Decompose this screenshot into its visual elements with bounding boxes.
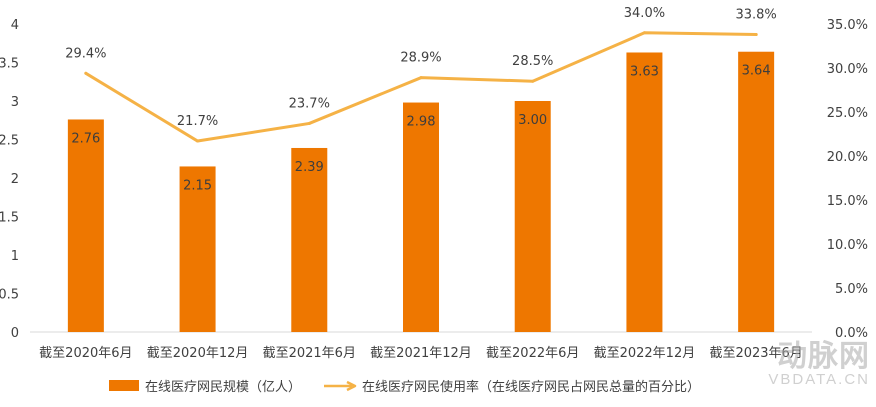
line-data-labels: 29.4% 21.7% 23.7% 28.9% 28.5% 34.0% 33.8% <box>65 6 777 129</box>
left-axis-tick-label: 4 <box>11 18 19 33</box>
bar-data-label: 2.98 <box>407 115 436 130</box>
left-axis-tick-label: 3.5 <box>0 57 19 72</box>
bar <box>179 166 216 332</box>
x-axis-tick-label: 截至2023年6月 <box>709 346 802 361</box>
line-series <box>84 31 758 143</box>
right-axis-tick-label: 35.0% <box>827 18 868 33</box>
line-data-label: 33.8% <box>735 8 776 23</box>
x-axis-tick-label: 截至2020年6月 <box>39 346 132 361</box>
bar <box>67 119 104 332</box>
bar-data-label: 3.63 <box>630 64 659 79</box>
x-axis-tick-label: 截至2022年6月 <box>486 346 579 361</box>
left-axis: 0 0.5 1 1.5 2 2.5 3 3.5 4 <box>0 18 19 341</box>
bar-data-label: 2.39 <box>295 160 324 175</box>
left-axis-tick-label: 0.5 <box>0 288 19 303</box>
legend-line-arrow-icon <box>346 380 357 392</box>
x-axis-labels: 截至2020年6月 截至2020年12月 截至2021年6月 截至2021年12月 截至… <box>39 346 803 361</box>
legend-line-label: 在线医疗网民使用率（在线医疗网民占网民总量的百分比） <box>362 379 700 395</box>
right-axis-tick-label: 15.0% <box>827 194 868 209</box>
legend: 在线医疗网民规模（亿人） 在线医疗网民使用率（在线医疗网民占网民总量的百分比） <box>109 379 700 395</box>
watermark-main-text: 动脉网 <box>777 340 870 373</box>
x-axis-tick-label: 截至2022年12月 <box>594 346 696 361</box>
x-axis-tick-label: 截至2021年12月 <box>370 346 472 361</box>
line-data-label: 23.7% <box>289 96 330 111</box>
line-data-label: 28.9% <box>400 51 441 66</box>
right-axis-tick-label: 30.0% <box>827 62 868 77</box>
bar <box>626 52 663 333</box>
line-point <box>419 76 423 80</box>
line-point <box>754 33 758 37</box>
line-point <box>642 31 646 35</box>
bar-data-label: 2.15 <box>183 178 212 193</box>
legend-bar-swatch <box>109 380 139 391</box>
bar <box>291 147 328 332</box>
line-data-label: 34.0% <box>624 6 665 21</box>
left-axis-tick-label: 1.5 <box>0 211 19 226</box>
left-axis-tick-label: 2.5 <box>0 134 19 149</box>
line-point <box>196 139 200 143</box>
bar-data-label: 2.76 <box>71 131 100 146</box>
left-axis-tick-label: 3 <box>11 95 19 110</box>
bar <box>738 51 775 332</box>
bar-series <box>67 51 775 333</box>
left-axis-tick-label: 2 <box>11 172 19 187</box>
line-data-label: 29.4% <box>65 46 106 61</box>
bar-data-label: 3.64 <box>742 64 771 79</box>
x-axis-tick-label: 截至2020年12月 <box>147 346 249 361</box>
bar <box>403 102 439 332</box>
bar-data-label: 3.00 <box>518 113 547 128</box>
right-axis: 0.0% 5.0% 10.0% 15.0% 20.0% 25.0% 30.0% 35.0% <box>827 18 868 341</box>
line-point <box>531 79 535 83</box>
x-axis-tick-label: 截至2021年6月 <box>263 346 356 361</box>
right-axis-tick-label: 0.0% <box>835 326 868 341</box>
watermark-sub-text: VBDATA.CN <box>768 371 870 388</box>
line-point <box>84 71 88 75</box>
line-point <box>307 121 311 125</box>
legend-bar-label: 在线医疗网民规模（亿人） <box>145 380 301 395</box>
left-axis-tick-label: 0 <box>11 326 19 341</box>
line-data-label: 21.7% <box>177 114 218 129</box>
bar-data-labels: 2.76 2.15 2.39 2.98 3.00 3.63 3.64 <box>71 64 770 194</box>
watermark-logo: 动脉网 VBDATA.CN <box>768 340 870 388</box>
bar <box>514 101 551 332</box>
right-axis-tick-label: 20.0% <box>827 150 868 165</box>
right-axis-tick-label: 10.0% <box>827 238 868 253</box>
left-axis-tick-label: 1 <box>11 249 19 264</box>
right-axis-tick-label: 25.0% <box>827 106 868 121</box>
line-data-label: 28.5% <box>512 54 553 69</box>
right-axis-tick-label: 5.0% <box>835 282 868 297</box>
